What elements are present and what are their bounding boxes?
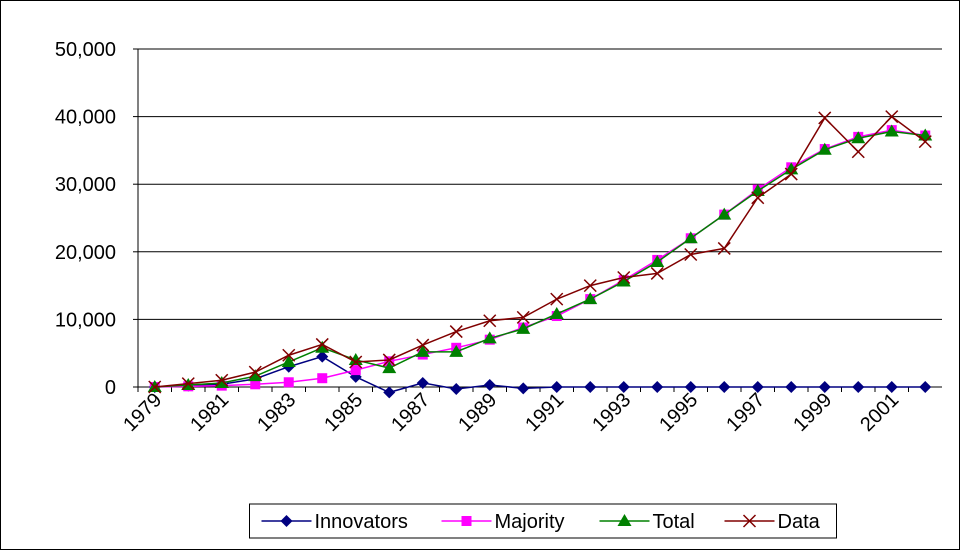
point (785, 381, 798, 393)
point (315, 337, 329, 351)
point (416, 338, 430, 352)
legend-label: Total (653, 511, 695, 533)
y-tick-label: 10,000 (55, 309, 116, 331)
point (884, 124, 899, 137)
point (483, 378, 496, 391)
point (818, 111, 832, 125)
point (584, 381, 597, 393)
point (316, 350, 329, 363)
point (215, 373, 229, 387)
point (683, 231, 698, 244)
legend-label: Data (778, 511, 821, 533)
point (483, 314, 497, 328)
legend: Innovators Majority Total Data (249, 503, 837, 539)
point (181, 377, 195, 391)
legend-marker (742, 514, 757, 528)
point (851, 131, 866, 144)
point (250, 379, 261, 390)
point (317, 373, 328, 384)
point (248, 365, 262, 379)
point (517, 382, 530, 395)
point (784, 167, 798, 181)
point (617, 270, 631, 285)
point (617, 381, 630, 393)
point (148, 380, 162, 394)
point (281, 354, 296, 367)
point (885, 110, 899, 124)
point (349, 355, 363, 369)
point (684, 247, 698, 262)
y-tick-label: 20,000 (55, 242, 116, 264)
point (817, 142, 832, 155)
point (516, 310, 530, 324)
point (717, 241, 731, 255)
point (550, 292, 564, 306)
legend-label: Majority (495, 511, 565, 533)
y-tick-label: 50,000 (55, 39, 116, 61)
legend-marker (461, 516, 472, 526)
point (919, 381, 932, 393)
point (651, 381, 664, 393)
y-tick-label: 30,000 (55, 174, 116, 196)
y-tick-label: 40,000 (55, 107, 116, 129)
point (416, 376, 429, 389)
point (851, 145, 865, 159)
point (516, 321, 531, 334)
point (818, 381, 831, 393)
legend-label: Innovators (315, 511, 408, 533)
point (449, 325, 463, 339)
point (718, 381, 731, 393)
series-line (154, 115, 926, 388)
point (583, 279, 597, 293)
legend-marker (280, 515, 293, 527)
point (449, 344, 464, 357)
point (684, 381, 697, 393)
point (616, 274, 631, 287)
point (751, 191, 765, 205)
point (283, 377, 294, 388)
point (383, 386, 396, 399)
y-tick-label: 0 (105, 377, 116, 399)
point (482, 331, 497, 344)
point (852, 381, 865, 393)
point (918, 135, 932, 149)
point (549, 306, 564, 319)
point (382, 361, 397, 374)
point (717, 207, 732, 220)
point (550, 381, 563, 393)
point (248, 369, 263, 382)
legend-marker (617, 514, 632, 526)
point (650, 266, 664, 280)
point (214, 375, 229, 388)
point (450, 383, 463, 396)
point (750, 183, 765, 196)
point (650, 254, 665, 267)
point (282, 348, 296, 362)
point (415, 344, 430, 357)
point (350, 365, 361, 376)
point (751, 381, 764, 393)
point (382, 353, 396, 367)
point (583, 292, 598, 305)
point (315, 340, 330, 353)
point (885, 381, 898, 393)
